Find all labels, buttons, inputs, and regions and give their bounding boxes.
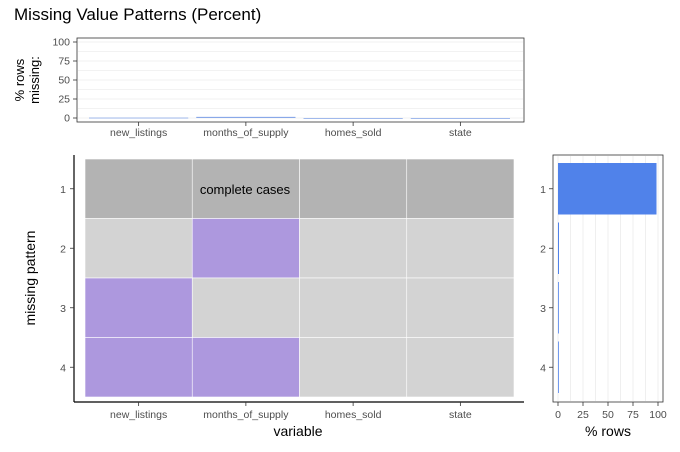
top-grid (78, 41, 523, 119)
top-x-tick-label: months_of_supply (203, 127, 289, 139)
main-y-ticks: 1 2 3 4 (60, 184, 74, 374)
right-y-tick-label: 4 (540, 362, 546, 374)
right-bar-pattern-2 (558, 222, 559, 274)
heatmap-cell-2-months-of-supply (191, 218, 300, 279)
top-y-axis-label-line1: % rows (12, 58, 27, 101)
top-x-tick-label: new_listings (110, 127, 167, 139)
top-bar-new-listings (89, 117, 189, 119)
main-y-axis-label: missing pattern (22, 231, 38, 326)
right-bar-pattern-1 (558, 163, 657, 215)
main-x-axis-label: variable (273, 423, 322, 439)
main-y-tick-label: 4 (60, 362, 66, 374)
heatmap-cell-3-homes-sold (299, 277, 408, 338)
right-y-tick-label: 2 (540, 243, 546, 255)
chart-title: Missing Value Patterns (Percent) (14, 5, 262, 24)
top-x-ticks: new_listings months_of_supply homes_sold st… (110, 122, 472, 139)
right-x-ticks: 0 25 50 75 100 (555, 402, 667, 421)
top-y-tick-label: 100 (52, 37, 70, 49)
top-y-axis-label-line2: missing: (27, 56, 42, 104)
right-bar-pattern-4 (558, 341, 559, 393)
heatmap-cell-4-new-listings (84, 337, 193, 398)
main-x-tick-label: new_listings (110, 409, 167, 421)
right-x-tick-label: 50 (602, 409, 614, 421)
top-x-tick-label: homes_sold (325, 127, 382, 139)
complete-cases-label: complete cases (200, 182, 291, 197)
heatmap-cell-2-homes-sold (299, 218, 408, 279)
main-x-ticks: new_listings months_of_supply homes_sold st… (110, 402, 472, 421)
right-y-tick-label: 3 (540, 303, 546, 315)
heatmap-cell-4-homes-sold (299, 337, 408, 398)
top-bar-months-of-supply (196, 116, 296, 118)
top-bar-state (410, 118, 510, 119)
heatmap-cell-1-state (406, 158, 515, 219)
heatmap-cell-4-months-of-supply (191, 337, 300, 398)
right-x-tick-label: 25 (577, 409, 589, 421)
heatmap-cell-1-homes-sold (299, 158, 408, 219)
heatmap-cell-3-months-of-supply (191, 277, 300, 338)
main-x-tick-label: homes_sold (325, 409, 382, 421)
right-x-axis-label: % rows (585, 423, 631, 439)
pattern-heatmap-panel: complete cases 1 2 3 4 new_listings months_o… (22, 155, 524, 439)
right-bar-pattern-3 (558, 282, 559, 334)
main-x-tick-label: months_of_supply (203, 409, 289, 421)
right-y-ticks: 1 2 3 4 (540, 184, 553, 374)
heatmap-cell-3-state (406, 277, 515, 338)
heatmap-cells (84, 158, 515, 398)
main-y-tick-label: 2 (60, 243, 66, 255)
main-x-tick-label: state (449, 409, 472, 421)
heatmap-cell-2-new-listings (84, 218, 193, 279)
top-y-ticks: 0 25 50 75 100 (52, 37, 77, 125)
right-x-tick-label: 0 (555, 409, 561, 421)
top-x-tick-label: state (449, 127, 472, 139)
right-x-tick-label: 100 (649, 409, 667, 421)
top-bar-homes-sold (303, 118, 403, 119)
top-bar-panel: 0 25 50 75 100 new_listings months_of_supply h… (12, 37, 525, 139)
main-y-tick-label: 3 (60, 303, 66, 315)
heatmap-cell-1-new-listings (84, 158, 193, 219)
top-y-tick-label: 25 (58, 94, 70, 106)
heatmap-cell-2-state (406, 218, 515, 279)
top-bars (89, 116, 510, 119)
heatmap-cell-4-state (406, 337, 515, 398)
top-y-tick-label: 50 (58, 75, 70, 87)
right-x-tick-label: 75 (627, 409, 639, 421)
heatmap-cell-3-new-listings (84, 277, 193, 338)
top-y-tick-label: 75 (58, 56, 70, 68)
right-bar-panel: 1 2 3 4 0 25 50 75 100 % rows (540, 154, 667, 439)
top-y-tick-label: 0 (64, 113, 70, 125)
right-bars (558, 163, 657, 393)
main-y-tick-label: 1 (60, 184, 66, 196)
right-y-tick-label: 1 (540, 184, 546, 196)
